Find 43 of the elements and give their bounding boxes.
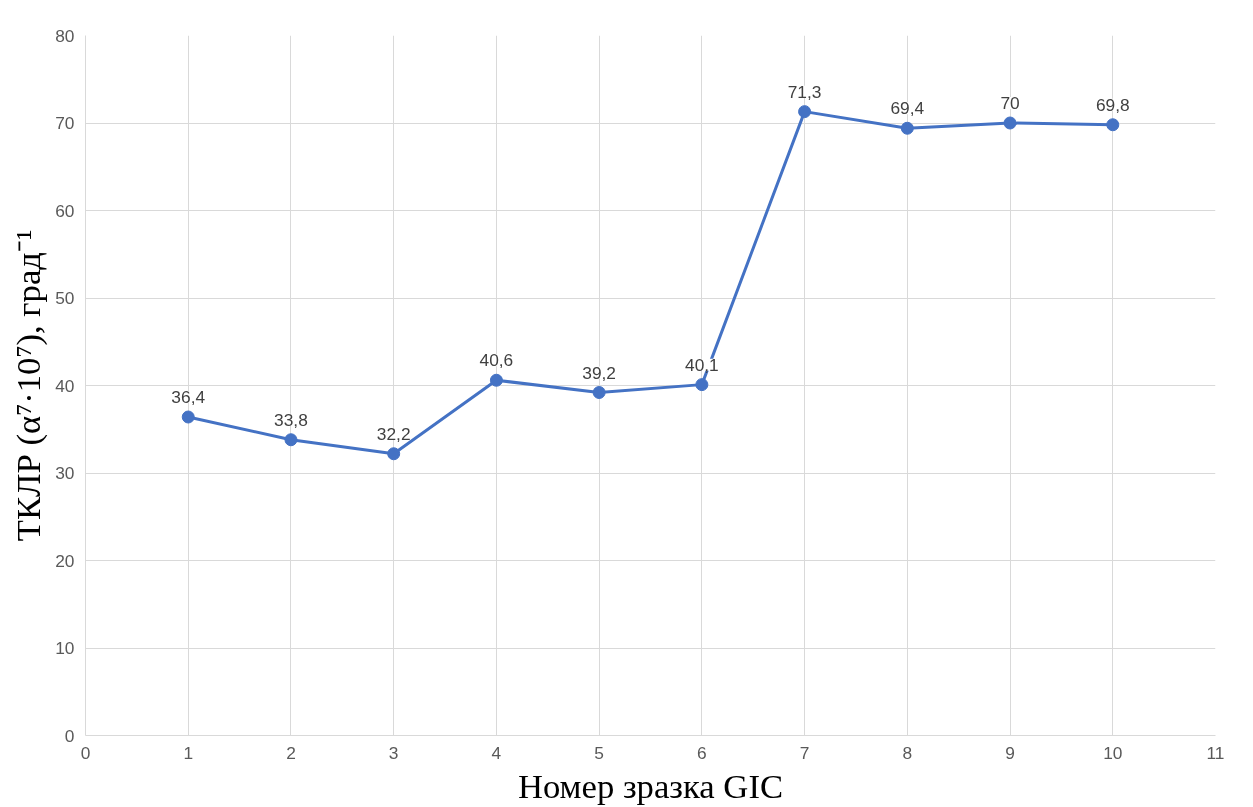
y-tick-label: 80 <box>55 25 75 46</box>
x-tick-label: 10 <box>1103 742 1123 763</box>
point <box>798 105 812 119</box>
point <box>1106 118 1120 132</box>
x-tick-label: 3 <box>388 742 399 763</box>
text: 32,2 <box>376 423 411 444</box>
y-tick-label: 20 <box>55 550 75 571</box>
point <box>489 373 503 387</box>
y-tick-label: 30 <box>55 463 75 483</box>
y-tick-label: 0 <box>64 725 75 746</box>
y-tick-label: 40 <box>55 375 75 396</box>
point <box>1003 116 1017 130</box>
text: 40,1 <box>685 354 719 375</box>
point <box>695 378 709 392</box>
x-tick-label: 1 <box>183 742 194 763</box>
point <box>592 386 606 399</box>
point <box>181 410 195 424</box>
text: 71,3 <box>787 81 822 102</box>
x-tick-label: 2 <box>286 742 296 763</box>
x-tick-label: 8 <box>902 742 913 763</box>
text: 33,8 <box>274 409 308 430</box>
text: 69,8 <box>1095 94 1130 115</box>
point <box>900 121 914 135</box>
y-tick-label: 50 <box>55 288 75 308</box>
point <box>284 433 298 447</box>
x-tick-label: 6 <box>697 742 707 763</box>
x-tick-label: 4 <box>491 742 502 763</box>
x-tick-label: 11 <box>1206 742 1225 763</box>
point <box>387 447 401 461</box>
x-tick-label: 9 <box>1005 742 1015 763</box>
text: 39,2 <box>582 362 617 383</box>
x-axis-title: Номер зразка GIC <box>517 766 784 805</box>
x-tick-label: 5 <box>594 742 604 763</box>
y-tick-label: 10 <box>55 638 75 658</box>
y-tick-label: 60 <box>55 200 75 221</box>
x-tick-label: 0 <box>80 742 91 763</box>
y-axis-title: ТКЛР (α⁷·10⁷), град⁻¹ <box>9 229 49 542</box>
text: 36,4 <box>171 387 206 407</box>
text: 69,4 <box>890 98 925 119</box>
y-tick-label: 70 <box>55 113 75 133</box>
text: 40,6 <box>479 350 514 371</box>
text: 70 <box>1000 93 1020 113</box>
x-tick-label: 7 <box>799 742 810 763</box>
